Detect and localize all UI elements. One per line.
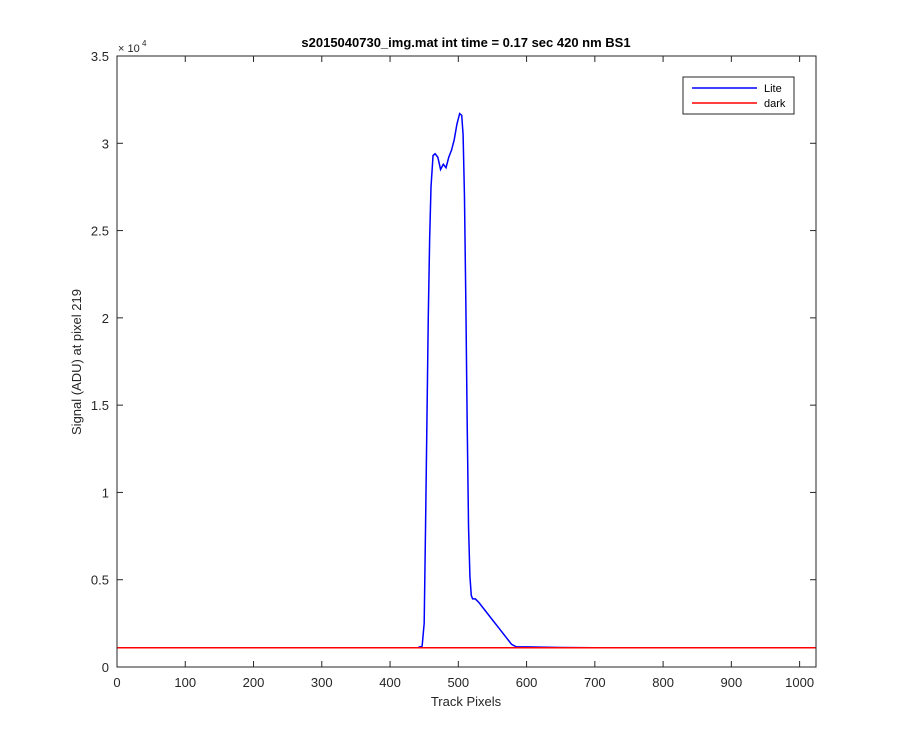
y-tick-label: 1.5 [91,398,109,413]
x-tick-label: 800 [652,675,674,690]
x-tick-label: 500 [447,675,469,690]
y-tick-label: 1 [102,485,109,500]
y-axis: 0 0.5 1 1.5 2 2.5 3 3.5 [91,49,816,675]
x-tick-label: 1000 [785,675,814,690]
y-exponent-base: × 10 [118,43,140,55]
x-tick-label: 400 [379,675,401,690]
x-tick-label: 300 [311,675,333,690]
axes-frame [116,55,817,668]
legend: Lite dark [682,76,795,115]
y-exponent: × 10 4 [118,39,147,55]
y-tick-label: 2.5 [91,224,109,239]
y-tick-label: 3 [102,136,109,151]
x-tick-label: 0 [113,675,120,690]
series-layer [117,112,816,649]
y-exponent-power: 4 [142,39,147,48]
x-tick-label: 700 [584,675,606,690]
y-tick-label: 0 [102,660,109,675]
x-tick-label: 600 [516,675,538,690]
legend-box [682,76,795,115]
x-tick-label: 900 [721,675,743,690]
x-axis: 0 100 200 300 400 500 600 700 800 900 1000 [113,56,814,690]
series-line-lite [117,112,816,649]
x-tick-label: 200 [243,675,265,690]
legend-label-lite: Lite [764,83,782,95]
chart-title: s2015040730_img.mat int time = 0.17 sec … [301,35,630,50]
y-tick-label: 0.5 [91,573,109,588]
x-tick-label: 100 [174,675,196,690]
y-axis-label: Signal (ADU) at pixel 219 [69,289,84,435]
x-axis-label: Track Pixels [431,694,502,709]
y-tick-label: 3.5 [91,49,109,64]
y-tick-label: 2 [102,311,109,326]
legend-label-dark: dark [764,98,786,110]
